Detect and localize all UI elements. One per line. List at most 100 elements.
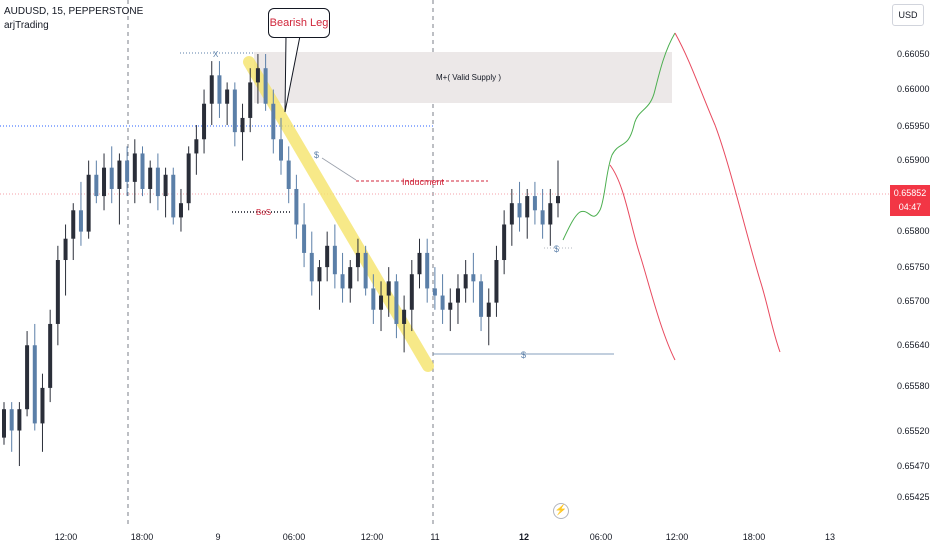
candle-body (94, 174, 99, 197)
candle-body (394, 281, 399, 324)
candle-body (525, 196, 530, 218)
candle-body (48, 323, 53, 388)
time-tick-label: 18:00 (131, 532, 154, 542)
candle-body (294, 188, 299, 225)
candle-body (40, 387, 45, 424)
dollar-marker: $ (521, 350, 526, 360)
bearish-projection-1 (609, 164, 676, 361)
candle-body (517, 203, 522, 218)
time-tick-label: 11 (430, 532, 439, 542)
candle-body (263, 68, 268, 104)
price-tick-label: 0.65900 (897, 155, 930, 165)
bearish-leg-callout[interactable]: Bearish Leg (268, 8, 330, 38)
candle-body (117, 160, 122, 189)
candle-body (86, 174, 91, 232)
candle-body (463, 274, 468, 289)
candle-body (125, 160, 130, 182)
price-tick-label: 0.65950 (897, 121, 930, 131)
price-axis[interactable]: 0.66050 0.66000 0.65950 0.65900 0.65800 0.657… (897, 49, 930, 502)
candle-body (386, 281, 391, 296)
candle-body (556, 196, 560, 204)
candle-body (202, 103, 207, 140)
current-price-value: 0.65852 (893, 188, 927, 198)
bearish-leg-highlight[interactable] (243, 56, 434, 372)
candle-body (9, 409, 14, 431)
candle-body (325, 245, 330, 268)
candle-body (340, 274, 345, 289)
candle-body (409, 274, 414, 310)
candle-series (2, 54, 560, 467)
candle-body (448, 302, 453, 310)
dollar-marker: $ (554, 244, 559, 254)
candle-body (209, 75, 214, 104)
candle-body (348, 267, 353, 289)
candle-body (140, 153, 145, 189)
candle-body (225, 89, 230, 104)
inducement-label: Inducment (402, 177, 445, 187)
candle-body (171, 174, 176, 218)
candle-body (432, 288, 437, 296)
candle-body (302, 224, 307, 253)
time-tick-label: 12:00 (361, 532, 384, 542)
candle-body (163, 174, 168, 197)
candle-body (55, 260, 60, 324)
dollar-marker: $ (314, 150, 319, 160)
candle-body (402, 309, 407, 324)
candle-body (317, 267, 322, 282)
candle-body (286, 160, 291, 189)
bar-countdown: 04:47 (898, 202, 922, 212)
alert-clock-icon[interactable]: ⚡ (553, 503, 569, 519)
bearish-projection-2 (674, 32, 781, 353)
price-tick-label: 0.65640 (897, 340, 930, 350)
candle-body (248, 82, 253, 118)
candle-body (379, 295, 384, 310)
candle-body (271, 103, 276, 140)
candle-body (63, 238, 68, 261)
candle-body (2, 409, 6, 438)
time-axis[interactable]: 12:00 18:00 9 06:00 12:00 11 12 06:00 12:00 18:00… (55, 532, 835, 542)
currency-button[interactable]: USD (892, 4, 924, 26)
supply-zone[interactable] (254, 52, 672, 103)
x-marker: X (213, 50, 219, 59)
price-tick-label: 0.65520 (897, 426, 930, 436)
candle-body (502, 224, 507, 261)
candle-body (279, 139, 283, 161)
price-tick-label: 0.65700 (897, 296, 930, 306)
price-tick-label: 0.65800 (897, 226, 930, 236)
candle-body (32, 345, 37, 424)
candle-body (217, 75, 222, 104)
candle-body (494, 260, 499, 303)
price-tick-label: 0.65750 (897, 262, 930, 272)
candle-body (132, 153, 137, 182)
candle-body (355, 252, 360, 268)
candle-body (194, 139, 199, 154)
bos-label: BoS (256, 208, 271, 217)
candle-body (71, 210, 76, 239)
price-tick-label: 0.66000 (897, 84, 930, 94)
candle-body (186, 153, 191, 204)
candle-body (102, 167, 107, 197)
time-tick-label: 06:00 (283, 532, 306, 542)
callout-pointer (284, 35, 301, 113)
candle-body (255, 68, 260, 83)
time-tick-label: 12:00 (666, 532, 689, 542)
price-tick-label: 0.65425 (897, 492, 930, 502)
time-tick-label: 13 (825, 532, 835, 542)
supply-zone-label: M+( Valid Supply ) (436, 73, 501, 82)
candle-body (309, 252, 314, 282)
candle-body (148, 167, 153, 189)
dollar-line-upper (321, 157, 357, 181)
candle-body (178, 203, 183, 218)
candle-body (240, 117, 245, 133)
time-tick-label: 18:00 (743, 532, 766, 542)
candle-body (440, 295, 445, 310)
candle-body (109, 167, 114, 189)
candle-body (17, 409, 22, 431)
candle-body (371, 288, 376, 310)
candle-body (232, 89, 237, 133)
candle-body (25, 345, 30, 410)
candle-body (455, 288, 460, 303)
candle-body (471, 274, 476, 282)
candle-body (78, 210, 83, 232)
